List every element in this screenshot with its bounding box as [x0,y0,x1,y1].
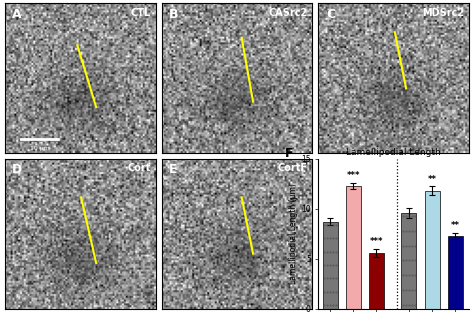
Text: D: D [12,163,23,177]
Text: CASrc2: CASrc2 [269,7,308,17]
Text: 10 μm: 10 μm [30,146,50,151]
Text: CortF: CortF [278,163,308,173]
Text: A: A [12,7,22,21]
Text: **: ** [428,175,437,184]
Text: ***: *** [370,237,383,246]
Bar [425,191,440,309]
Text: F: F [285,147,294,160]
Text: Cort: Cort [128,163,151,173]
Text: ***: *** [346,172,360,180]
Text: CTL: CTL [131,7,151,17]
Bar [369,253,384,309]
Text: C: C [326,7,335,21]
Bar [448,236,463,309]
Y-axis label: Lamellipodial Length (μm): Lamellipodial Length (μm) [290,183,299,284]
Text: MDSrc2: MDSrc2 [423,7,465,17]
Bar [401,213,417,309]
Title: Lamellipodial Length: Lamellipodial Length [346,148,441,157]
Text: **: ** [451,222,460,231]
Text: B: B [169,7,179,21]
Bar [346,186,361,309]
Bar [322,222,337,309]
Text: E: E [169,163,178,177]
